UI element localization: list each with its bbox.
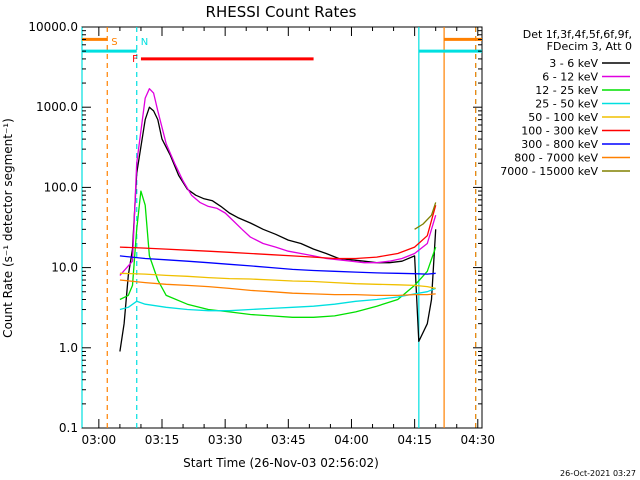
series-line-7000-15000-kev: [414, 202, 437, 230]
x-tick-label-4: 04:00: [334, 433, 369, 447]
series-line-100-300-kev: [119, 205, 437, 260]
legend-label-50-100-kev: 50 - 100 keV: [528, 111, 598, 124]
series-line-3-6-kev: [119, 106, 437, 352]
series-line-6-12-kev: [119, 88, 437, 276]
series-lines: [119, 88, 437, 352]
legend-label-800-7000-kev: 800 - 7000 keV: [514, 152, 598, 165]
y-axis: 0.1 1.0 10.0 100.0 1000.0 10000.0: [28, 20, 482, 435]
x-tick-label-0: 03:00: [82, 433, 117, 447]
legend-label-25-50-kev: 25 - 50 keV: [535, 98, 598, 111]
y-axis-label: Count Rate (s⁻¹ detector segment⁻¹): [1, 118, 15, 338]
x-tick-label-3: 03:45: [271, 433, 306, 447]
series-line-50-100-kev: [119, 272, 436, 290]
y-tick-label-5: 10000.0: [28, 20, 78, 34]
x-tick-label-1: 03:15: [145, 433, 180, 447]
marker-label-n: N: [141, 37, 148, 48]
y-tick-label-2: 10.0: [51, 261, 78, 275]
marker-bars: [82, 37, 482, 53]
timestamp: 26-Oct-2021 03:27: [560, 469, 636, 478]
plot-frame: [81, 26, 483, 429]
series-line-12-25-kev: [119, 190, 437, 318]
y-tick-label-1: 1.0: [59, 341, 78, 355]
legend-label-7000-15000-kev: 7000 - 15000 keV: [500, 165, 598, 178]
series-line-25-50-kev: [119, 287, 436, 312]
legend-label-12-25-kev: 12 - 25 keV: [535, 84, 598, 97]
series-line-800-7000-kev: [119, 279, 436, 297]
legend: Det 1f,3f,4f,5f,6f,9f, FDecim 3, Att 0 3…: [500, 28, 632, 178]
legend-label-3-6-kev: 3 - 6 keV: [549, 57, 598, 70]
y-tick-label-3: 100.0: [44, 180, 78, 194]
x-tick-label-2: 03:30: [208, 433, 243, 447]
x-tick-label-5: 04:15: [397, 433, 432, 447]
legend-header-line-2: FDecim 3, Att 0: [547, 40, 632, 53]
marker-label-s: S: [111, 37, 117, 48]
series-line-300-800-kev: [119, 255, 436, 275]
x-axis: 03:00 03:15 03:30 03:45 04:00 04:15 04:30: [82, 27, 495, 447]
legend-label-300-800-kev: 300 - 800 keV: [521, 138, 598, 151]
legend-header-line-1: Det 1f,3f,4f,5f,6f,9f,: [523, 28, 632, 41]
chart-title: RHESSI Count Rates: [206, 3, 357, 21]
marker-labels: S NF: [111, 37, 314, 65]
x-axis-label: Start Time (26-Nov-03 02:56:02): [183, 456, 379, 470]
y-tick-label-4: 1000.0: [36, 100, 78, 114]
marker-label-f: F: [132, 54, 138, 65]
legend-label-6-12-kev: 6 - 12 keV: [542, 71, 598, 84]
legend-label-100-300-kev: 100 - 300 keV: [521, 125, 598, 138]
x-tick-label-6: 04:30: [460, 433, 495, 447]
y-tick-label-0: 0.1: [59, 421, 78, 435]
